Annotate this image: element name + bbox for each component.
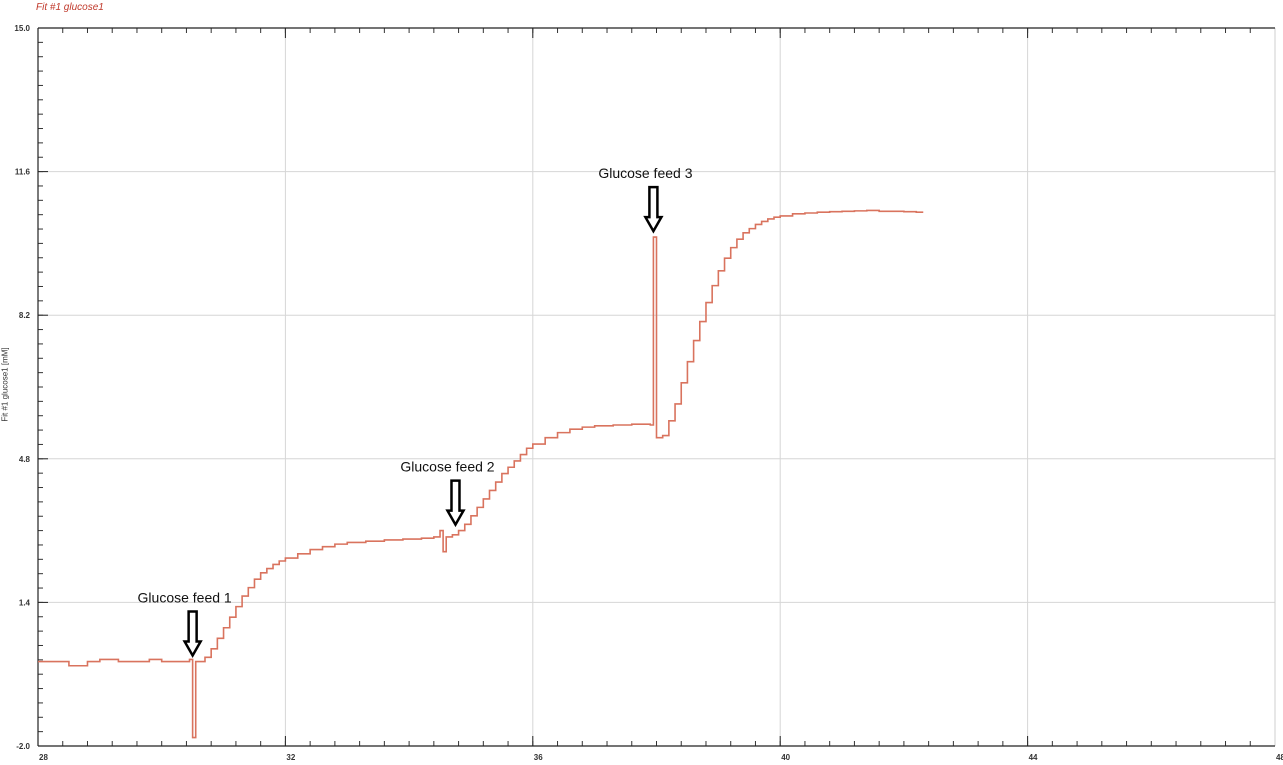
x-tick-label: 48 xyxy=(1276,753,1283,762)
down-arrow-icon xyxy=(643,185,664,234)
annotation-label: Glucose feed 2 xyxy=(400,459,494,475)
y-tick-label: 15.0 xyxy=(14,24,30,33)
annotation-label: Glucose feed 1 xyxy=(138,590,232,606)
x-tick-label: 36 xyxy=(534,753,543,762)
y-tick-label: 11.6 xyxy=(15,168,31,177)
annotation-label: Glucose feed 3 xyxy=(598,165,692,181)
x-tick-label: 40 xyxy=(781,753,790,762)
data-line xyxy=(38,209,924,739)
x-tick-label: 32 xyxy=(286,753,295,762)
y-tick-label: -2.0 xyxy=(16,742,30,751)
y-tick-label: 4.8 xyxy=(19,455,31,464)
y-tick-label: 1.4 xyxy=(19,598,31,607)
x-tick-label: 28 xyxy=(39,753,48,762)
chart-title: Fit #1 glucose1 xyxy=(36,2,104,13)
y-tick-label: 8.2 xyxy=(19,311,31,320)
down-arrow-icon xyxy=(445,479,466,528)
x-tick-label: 44 xyxy=(1029,753,1038,762)
down-arrow-icon xyxy=(182,610,203,659)
